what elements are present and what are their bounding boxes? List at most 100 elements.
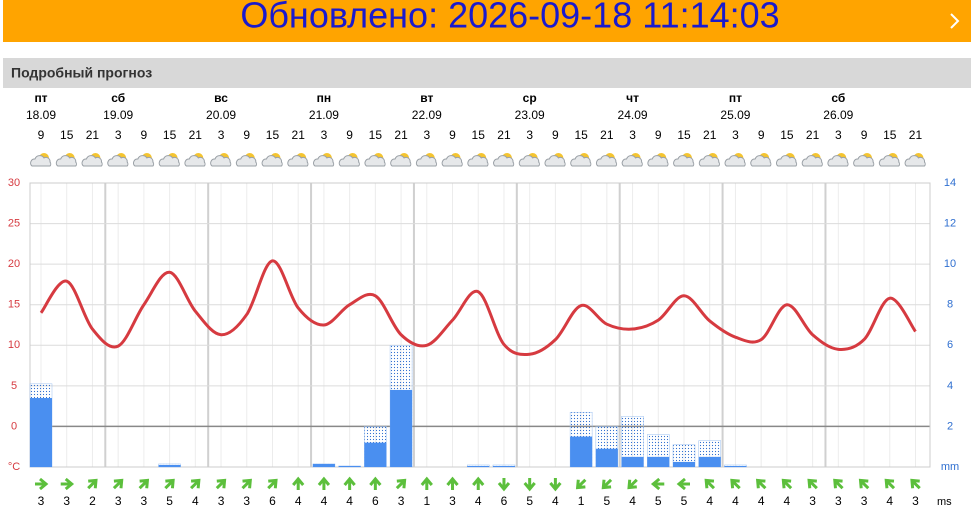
weather-icon <box>30 153 52 167</box>
wind-arrow-shape <box>910 478 921 490</box>
day-name: пт <box>34 91 47 105</box>
y2-tick-label: 2 <box>947 420 953 432</box>
wind-arrow-shape <box>292 476 305 490</box>
wind-arrow-shape <box>704 478 716 490</box>
wind-arrow <box>704 478 716 490</box>
icon-cloud <box>55 155 77 167</box>
icon-cloud <box>81 155 103 167</box>
wind-arrow <box>755 478 767 490</box>
y-tick-label: 10 <box>8 339 20 351</box>
wind-arrow <box>833 478 844 490</box>
precip-bar <box>312 463 335 467</box>
icon-cloud <box>184 155 206 167</box>
hour-label: 21 <box>292 128 306 142</box>
wind-speed: 4 <box>346 494 353 508</box>
wind-arrow <box>395 478 407 490</box>
y2-tick-label: mm <box>941 461 959 473</box>
icon-cloud <box>801 155 823 167</box>
y2-tick-label: 4 <box>947 380 953 392</box>
weather-icon <box>210 153 232 167</box>
weather-icon <box>338 153 360 167</box>
icon-cloud <box>621 155 643 167</box>
wind-arrow-shape <box>472 476 485 490</box>
wind-arrow-shape <box>627 478 638 490</box>
wind-speed: 3 <box>398 494 405 508</box>
wind-arrow <box>138 478 150 490</box>
wind-arrow <box>472 476 485 490</box>
wind-speed: 5 <box>681 494 688 508</box>
hour-label: 15 <box>677 128 691 142</box>
wind-arrow-shape <box>60 477 75 491</box>
banner-text: Обновлено: 2026-09-18 11:14:03 <box>240 0 779 36</box>
day-name: вт <box>420 91 433 105</box>
precip-bar <box>698 456 721 467</box>
hour-label: 9 <box>655 128 662 142</box>
icon-cloud <box>544 155 566 167</box>
wind-arrow <box>601 478 613 490</box>
day-date: 21.09 <box>309 108 339 122</box>
y-tick-label: 0 <box>11 420 17 432</box>
wind-speed: 1 <box>423 494 430 508</box>
wind-arrow-shape <box>575 478 587 490</box>
wind-arrow-shape <box>343 476 356 490</box>
hour-label: 3 <box>526 128 533 142</box>
hour-label: 9 <box>141 128 148 142</box>
wind-speed: 3 <box>861 494 868 508</box>
precip-bar <box>621 456 644 467</box>
day-date: 20.09 <box>206 108 236 122</box>
wind-arrow <box>343 476 356 490</box>
wind-speed: 2 <box>89 494 96 508</box>
icon-cloud <box>724 155 746 167</box>
wind-speed: 3 <box>218 494 225 508</box>
weather-icon <box>493 153 515 167</box>
wind-speed: 4 <box>886 494 893 508</box>
weather-icon <box>904 153 926 167</box>
weather-icon <box>107 153 129 167</box>
wind-speed: 4 <box>295 494 302 508</box>
icon-cloud <box>467 155 489 167</box>
wind-speed: 4 <box>732 494 739 508</box>
wind-arrow-shape <box>190 478 201 490</box>
wind-speed: 4 <box>192 494 199 508</box>
wind-speed: 3 <box>912 494 919 508</box>
precip-bar <box>364 442 387 467</box>
weather-icon <box>441 153 463 167</box>
weather-icon <box>878 153 901 167</box>
wind-arrow-shape <box>676 477 690 491</box>
wind-arrow-shape <box>497 478 511 492</box>
wind-arrow-shape <box>446 476 459 490</box>
banner-arrow[interactable] <box>950 13 960 29</box>
wind-arrow-shape <box>164 478 175 490</box>
icon-cloud <box>441 155 463 167</box>
wind-arrow <box>523 478 536 492</box>
wind-arrow <box>420 476 433 490</box>
precip-bar <box>673 461 695 467</box>
wind-speed: 3 <box>115 494 122 508</box>
weather-icon <box>776 153 798 167</box>
y-tick-label: 30 <box>8 177 20 189</box>
wind-arrow-shape <box>601 478 613 490</box>
hour-label: 21 <box>86 128 100 142</box>
wind-arrow-shape <box>395 478 407 490</box>
banner[interactable] <box>3 0 971 42</box>
wind-arrow <box>215 478 227 490</box>
wind-arrow-shape <box>241 478 252 490</box>
day-name: сб <box>111 91 125 105</box>
precip-bar <box>647 456 670 467</box>
icon-cloud <box>415 155 438 167</box>
weather-icon <box>158 153 180 167</box>
wind-speed: 3 <box>63 494 70 508</box>
weather-icon <box>390 153 412 167</box>
icon-cloud <box>518 155 540 167</box>
precip-bar <box>595 448 618 467</box>
wind-speed: 5 <box>603 494 610 508</box>
weather-icon <box>518 153 540 167</box>
icon-cloud <box>287 155 309 167</box>
wind-arrow <box>781 478 793 490</box>
wind-arrow-shape <box>112 478 124 490</box>
y2-tick-label: 12 <box>944 217 956 229</box>
hour-label: 3 <box>423 128 430 142</box>
icon-cloud <box>313 155 335 167</box>
wind-arrow-shape <box>650 477 665 491</box>
precip-bar <box>467 465 490 467</box>
